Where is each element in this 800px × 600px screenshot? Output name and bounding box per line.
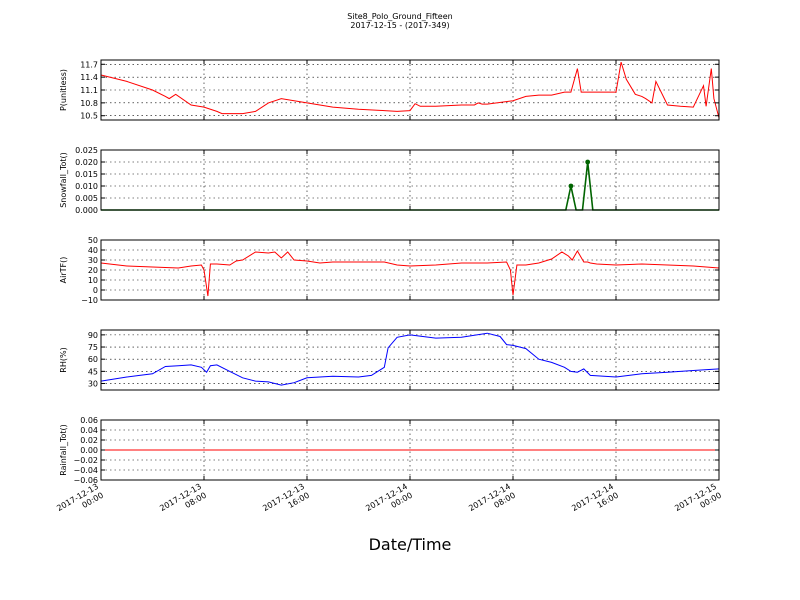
- y-tick-label: −10: [81, 296, 98, 305]
- y-tick-label: 50: [88, 236, 98, 245]
- y-tick-label: −0.06: [73, 476, 98, 485]
- y-tick-label: 0.000: [75, 206, 98, 215]
- y-tick-label: 0.020: [75, 158, 98, 167]
- y-tick-label: 30: [88, 380, 98, 389]
- x-tick-label: 2017-12-1400:00: [364, 482, 414, 522]
- panel-1: 10.5 10.8 11.1 11.4 11.7 P(unitless): [59, 59, 720, 121]
- y-tick-label: 0: [93, 286, 98, 295]
- y-tick-label: 0.010: [75, 182, 98, 191]
- y-tick-label: 90: [88, 331, 98, 340]
- y-tick-label: 40: [88, 246, 98, 255]
- y-tick-label: 30: [88, 256, 98, 265]
- y-tick-label: −0.02: [73, 456, 98, 465]
- y-tick-label: 10: [88, 276, 98, 285]
- y-tick-label: 0.04: [80, 426, 98, 435]
- y-tick-label: 10.8: [80, 99, 98, 108]
- y-tick-label: 11.1: [80, 86, 98, 95]
- y-tick-label: 0.025: [75, 146, 98, 155]
- series-marker: [568, 183, 574, 189]
- y-tick-label: 60: [88, 355, 98, 364]
- y-tick-label: 0.06: [80, 416, 98, 425]
- y-axis-label: Snowfall_Tot(): [59, 152, 68, 208]
- series-marker: [585, 159, 591, 165]
- x-tick-label: 2017-12-1300:00: [55, 482, 105, 522]
- x-tick-label: 2017-12-1500:00: [673, 482, 723, 522]
- y-tick-label: 45: [88, 367, 98, 376]
- y-tick-label: 11.4: [80, 73, 98, 82]
- y-axis-label: Rainfall_Tot(): [59, 424, 68, 476]
- panel-5: −0.06−0.04−0.020.000.020.040.06 Rainfall_…: [59, 416, 720, 485]
- panel-4: 30 45 60 75 90 RH(%): [59, 329, 720, 391]
- y-tick-label: 0.005: [75, 194, 98, 203]
- series-line: [100, 61, 720, 119]
- series-line: [100, 250, 720, 297]
- y-tick-label: 11.7: [80, 60, 98, 69]
- y-axis-label: P(unitless): [59, 69, 68, 111]
- chart-subtitle: 2017-12-15 - (2017-349): [350, 21, 449, 30]
- y-tick-label: 0.015: [75, 170, 98, 179]
- x-tick-label: 2017-12-1416:00: [570, 482, 620, 522]
- y-axis-label: AirTF(): [59, 257, 68, 284]
- x-tick-label: 2017-12-1408:00: [467, 482, 517, 522]
- series-line: [100, 332, 720, 386]
- chart-title: Site8_Polo_Ground_Fifteen: [347, 12, 452, 21]
- y-axis-label: RH(%): [59, 347, 68, 372]
- panel-2: 0.000 0.005 0.010 0.015 0.020 0.025 Snowfall_T…: [59, 146, 720, 215]
- y-tick-label: 0.02: [80, 436, 98, 445]
- x-axis-label: Date/Time: [369, 535, 452, 554]
- y-tick-label: 10.5: [80, 112, 98, 121]
- y-tick-label: 0.00: [80, 446, 98, 455]
- y-tick-label: 20: [88, 266, 98, 275]
- x-tick-label: 2017-12-1308:00: [158, 482, 208, 522]
- y-tick-label: 75: [88, 343, 98, 352]
- y-tick-label: −0.04: [73, 466, 98, 475]
- x-tick-label: 2017-12-1316:00: [261, 482, 311, 522]
